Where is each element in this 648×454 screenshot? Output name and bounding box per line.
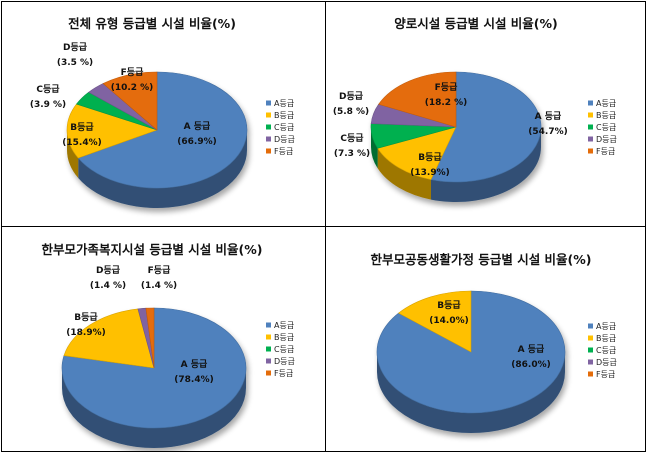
pie-slice-B등급 [398,290,472,353]
legend-swatch-D등급 [588,136,593,142]
chart-title: 전체 유형 등급별 시설 비율(%) [68,16,236,31]
pie-slice-F등급 [102,71,158,131]
legend-label-D등급: D등급 [274,357,295,366]
legend-swatch-B등급 [266,334,271,340]
pie-chart-panel-single-parent-welfare: 한부모가족복지시설 등급별 시설 비율(%) A 등급 (78.4%) B등급 (18.… [2,227,325,451]
data-label-B등급: B등급 (14.0%) [429,300,468,326]
pie-slice-side-A등급 [78,130,248,209]
legend-swatch-B등급 [588,112,593,118]
legend-label-C등급: C등급 [274,345,294,354]
pie-slice-side-B등급 [377,148,431,200]
pie-chart-panel-overall: 전체 유형 등급별 시설 비율(%) A 등급 (66.9%) B등급 (15.4%) C… [2,2,325,226]
data-label-D등급: D등급 (1.4 %) [90,265,126,291]
legend-label-C등급: C등급 [274,123,294,132]
legend-swatch-C등급 [266,346,271,352]
legend-label-A등급: A등급 [596,99,616,108]
data-label-B등급: B등급 (15.4%) [62,122,101,148]
legend-label-A등급: A등급 [274,321,294,330]
chart-title: 한부모가족복지시설 등급별 시설 비율(%) [41,242,262,257]
chart-title: 한부모공동생활가정 등급별 시설 비율(%) [370,252,591,267]
data-label-F등급: F등급 (1.4 %) [141,265,177,291]
legend-label-B등급: B등급 [596,334,616,343]
pie-chart-panel-nursing-home: 양로시설 등급별 시설 비율(%) A 등급 (54.7%) B등급 (13.9%) C등… [326,2,645,226]
pie-slice-side-A등급 [430,127,541,202]
legend-swatch-A등급 [588,323,593,329]
pie-chart-svg: 양로시설 등급별 시설 비율(%) A 등급 (54.7%) B등급 (13.9%) C등… [333,16,617,202]
legend-label-C등급: C등급 [596,346,616,355]
data-label-F등급: F등급 (10.2 %) [111,67,154,93]
legend-label-D등급: D등급 [596,135,617,144]
pie-slice-A등급 [77,71,248,189]
data-label-C등급: C등급 (7.3 %) [334,133,370,159]
data-label-F등급: F등급 (18.2 %) [425,82,468,108]
legend-label-D등급: D등급 [596,358,617,367]
legend: A등급 B등급 C등급 D등급 F등급 [266,321,295,378]
legend-swatch-A등급 [588,100,593,106]
legend-swatch-D등급 [266,136,271,142]
pie-slice-F등급 [145,307,155,369]
legend-label-A등급: A등급 [596,322,616,331]
pie-slice-A등급 [376,290,566,414]
legend-swatch-A등급 [266,322,271,328]
data-label-D등급: D등급 (3.5 %) [57,42,93,68]
pie-chart-panel-single-parent-group-home: 한부모공동생활가정 등급별 시설 비율(%) A 등급 (86.0%) B등급 (14.… [326,227,645,451]
legend-swatch-C등급 [266,124,271,130]
pie-slice-F등급 [378,71,457,128]
legend-swatch-F등급 [588,371,593,377]
legend: A등급 B등급 C등급 D등급 F등급 [588,99,617,156]
legend-swatch-D등급 [266,358,271,364]
legend-swatch-B등급 [588,335,593,341]
pie-slice-side-B등급 [67,130,79,179]
data-label-B등급: B등급 (18.9%) [66,312,105,338]
data-label-A등급: A 등급 (86.0%) [511,344,550,370]
legend-swatch-C등급 [588,124,593,130]
legend-label-F등급: F등급 [596,147,615,156]
legend-swatch-B등급 [266,112,271,118]
legend-label-B등급: B등급 [274,111,294,120]
pie-slice-side-A등급 [62,368,246,448]
pie-chart-svg: 한부모공동생활가정 등급별 시설 비율(%) A 등급 (86.0%) B등급 (14.… [370,252,617,433]
chart-title: 양로시설 등급별 시설 비율(%) [394,16,558,31]
legend-label-F등급: F등급 [274,369,293,378]
pie-slice-A등급 [430,71,542,183]
pie-slice-side-A등급 [377,352,565,433]
pie-slice-B등급 [66,103,158,159]
data-label-A등급: A 등급 (66.9%) [177,121,216,147]
legend-swatch-C등급 [588,347,593,353]
data-label-A등급: A 등급 (54.7%) [528,111,567,137]
pie-chart-svg: 한부모가족복지시설 등급별 시설 비율(%) A 등급 (78.4%) B등급 (18.… [41,242,295,448]
legend-label-F등급: F등급 [274,147,293,156]
legend-swatch-F등급 [266,370,271,376]
grid-divider-horizontal [2,226,645,227]
legend-swatch-D등급 [588,359,593,365]
legend-label-D등급: D등급 [274,135,295,144]
data-label-A등급: A 등급 (78.4%) [174,359,213,385]
pie-chart-svg: 전체 유형 등급별 시설 비율(%) A 등급 (66.9%) B등급 (15.4%) C… [30,16,295,209]
legend-label-C등급: C등급 [596,123,616,132]
pie-slice-B등급 [377,126,457,180]
pie-slice-B등급 [63,308,155,369]
data-label-D등급: D등급 (5.8 %) [333,91,369,117]
legend-swatch-A등급 [266,100,271,106]
legend-swatch-F등급 [266,148,271,154]
pie-slice-side-C등급 [371,127,378,169]
legend-label-A등급: A등급 [274,99,294,108]
legend: A등급 B등급 C등급 D등급 F등급 [588,322,617,379]
legend: A등급 B등급 C등급 D등급 F등급 [266,99,295,156]
legend-label-F등급: F등급 [596,370,615,379]
legend-label-B등급: B등급 [596,111,616,120]
data-label-C등급: C등급 (3.9 %) [30,84,66,110]
data-label-B등급: B등급 (13.9%) [410,152,449,178]
legend-label-B등급: B등급 [274,333,294,342]
legend-swatch-F등급 [588,148,593,154]
